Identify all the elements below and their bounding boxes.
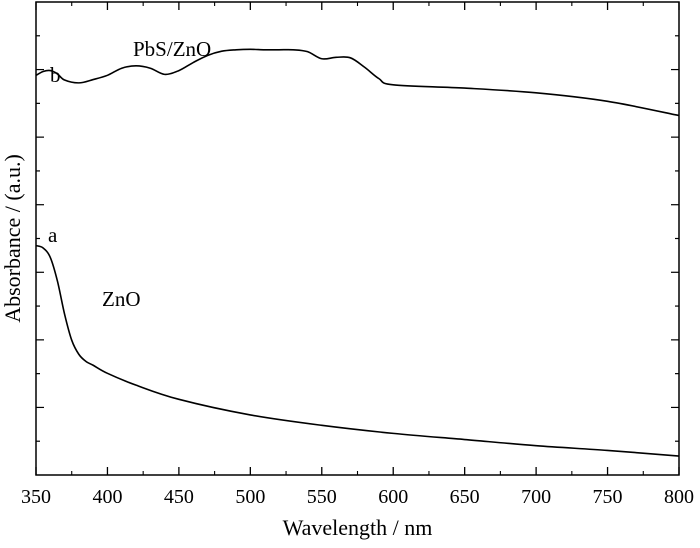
pbs-zno-absorbance-line — [35, 48, 680, 117]
plot-frame — [35, 1, 680, 476]
x-tick-label: 650 — [450, 486, 480, 508]
x-tick-label: 700 — [521, 486, 551, 508]
x-tick-label: 600 — [378, 486, 408, 508]
curve-a-label: a — [48, 223, 58, 247]
x-tick-label: 350 — [21, 486, 51, 508]
x-tick-label: 400 — [92, 486, 122, 508]
x-tick-label: 550 — [307, 486, 337, 508]
x-tick-label: 500 — [235, 486, 265, 508]
series-layer — [35, 48, 680, 457]
curve-b-label: b — [50, 63, 61, 87]
x-tick-label: 450 — [164, 486, 194, 508]
y-axis-label: Absorbance / (a.u.) — [0, 154, 25, 323]
zno-annotation: ZnO — [102, 287, 141, 311]
zno-absorbance-line — [35, 244, 680, 457]
x-tick-label: 800 — [664, 486, 694, 508]
x-axis-label: Wavelength / nm — [283, 515, 433, 540]
pbs-zno-annotation: PbS/ZnO — [133, 37, 211, 61]
x-tick-label: 750 — [593, 486, 623, 508]
x-axis-ticks: 350 400 450 500 550 600 650 700 750 800 — [21, 2, 694, 508]
y-axis-ticks — [36, 35, 679, 442]
